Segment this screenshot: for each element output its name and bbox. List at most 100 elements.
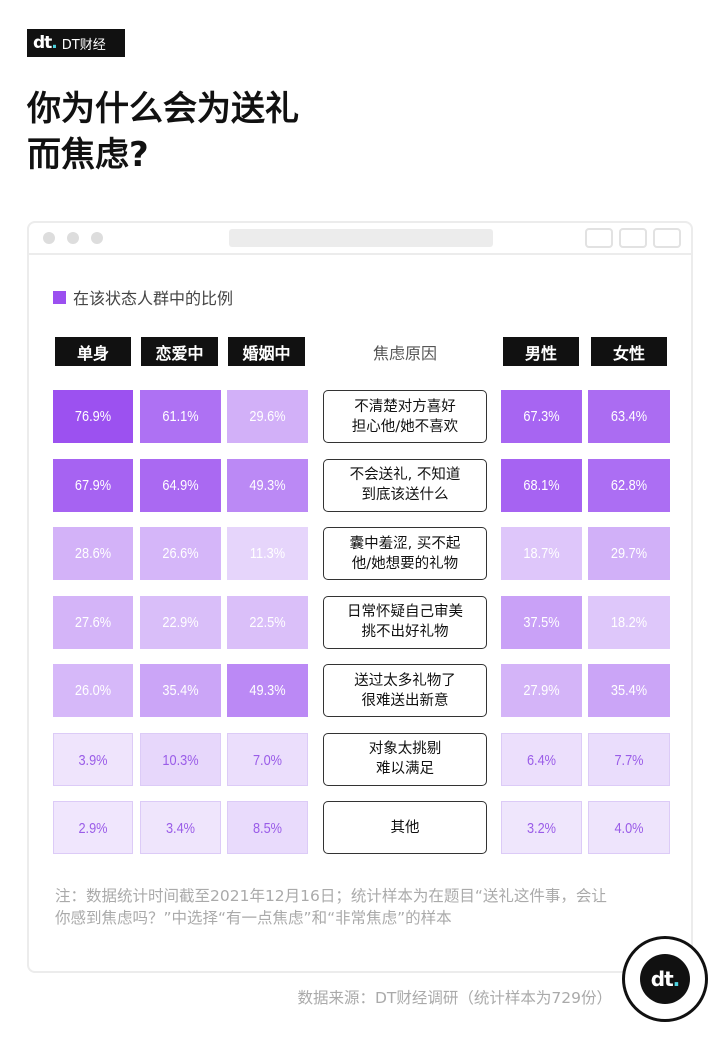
cell-value: 63.4% (610, 408, 648, 425)
cell-value: 10.3% (162, 751, 199, 769)
heatmap-cell: 6.4% (501, 732, 582, 786)
cell-value: 62.8% (610, 476, 648, 494)
cell-value: 18.7% (523, 545, 560, 562)
cell-value: 64.9% (162, 476, 199, 494)
heatmap-cell: 18.2% (588, 595, 670, 649)
reason-label: 对象太挑剔 难以满足 (323, 732, 487, 786)
heatmap-cell: 4.0% (588, 801, 670, 854)
col-header-single: 单身 (55, 337, 131, 366)
cell-value: 67.3% (523, 408, 560, 425)
brand-badge: dt. DT财经 (27, 29, 125, 57)
cell-value: 3.9% (78, 751, 108, 769)
cell-value: 2.9% (78, 820, 108, 837)
heatmap-cell: 76.9% (53, 390, 133, 443)
col-header-reason: 焦虑原因 (372, 343, 437, 363)
cell-value: 61.1% (162, 408, 199, 425)
heatmap-cell: 26.6% (140, 527, 221, 580)
cell-value: 35.4% (162, 682, 199, 699)
cell-value: 18.2% (610, 613, 648, 631)
heatmap-cell: 10.3% (140, 732, 221, 786)
cell-value: 6.4% (526, 751, 557, 769)
close-dot-icon (43, 232, 55, 244)
col-header-male: 男性 (503, 337, 579, 366)
col-header-female: 女性 (591, 337, 667, 366)
heatmap-cell: 27.9% (501, 664, 582, 717)
minimize-dot-icon (67, 232, 79, 244)
heatmap-cell: 29.7% (588, 527, 670, 580)
page-title: 你为什么会为送礼 而焦虑? (27, 86, 299, 178)
heatmap-cell: 27.6% (53, 595, 133, 649)
cell-value: 35.4% (610, 682, 648, 699)
cell-value: 37.5% (523, 613, 560, 631)
heatmap-cell: 22.9% (140, 595, 221, 649)
cell-value: 27.6% (74, 613, 112, 631)
cell-value: 29.7% (610, 545, 648, 562)
col-header-married: 婚姻中 (228, 337, 305, 366)
heatmap-cell: 18.7% (501, 527, 582, 580)
heatmap-cell: 67.9% (53, 458, 133, 512)
share-icon (619, 228, 647, 248)
cell-value: 11.3% (249, 545, 286, 562)
maximize-dot-icon (91, 232, 103, 244)
heatmap-cell: 11.3% (227, 527, 308, 580)
cell-value: 76.9% (74, 408, 112, 425)
heatmap-cell: 64.9% (140, 458, 221, 512)
cell-value: 28.6% (74, 545, 112, 562)
footnote: 注：数据统计时间截至2021年12月16日；统计样本为在题目“送礼这件事，会让你… (55, 887, 607, 927)
heatmap-cell: 7.0% (227, 732, 308, 786)
brand-logo-mark: dt. (33, 33, 58, 53)
heatmap-cell: 37.5% (501, 595, 582, 649)
address-bar (229, 229, 493, 247)
heatmap-cell: 2.9% (53, 801, 133, 854)
cell-value: 26.6% (162, 545, 199, 562)
browser-window-frame (27, 221, 693, 973)
reason-label: 日常怀疑自己审美 挑不出好礼物 (323, 595, 487, 649)
heatmap-cell: 3.2% (501, 801, 582, 854)
legend-label: 在该状态人群中的比例 (73, 289, 234, 308)
cell-value: 7.7% (614, 751, 644, 769)
cell-value: 27.9% (523, 682, 560, 699)
record-icon (585, 228, 613, 248)
legend-swatch (53, 290, 66, 304)
heatmap-cell: 3.4% (140, 801, 221, 854)
window-icon (653, 228, 681, 248)
reason-label: 囊中羞涩, 买不起 他/她想要的礼物 (323, 527, 487, 580)
cell-value: 49.3% (249, 476, 286, 494)
heatmap-cell: 29.6% (227, 390, 308, 443)
heatmap-cell: 62.8% (588, 458, 670, 512)
cell-value: 68.1% (523, 476, 560, 494)
cell-value: 8.5% (252, 820, 283, 837)
cell-value: 49.3% (249, 682, 286, 699)
heatmap-cell: 22.5% (227, 595, 308, 649)
reason-label: 送过太多礼物了 很难送出新意 (323, 664, 487, 717)
heatmap-cell: 26.0% (53, 664, 133, 717)
cell-value: 22.5% (249, 613, 286, 631)
cell-value: 3.2% (526, 820, 557, 837)
window-title-bar (29, 223, 691, 255)
heatmap-cell: 63.4% (588, 390, 670, 443)
heatmap-cell: 49.3% (227, 664, 308, 717)
heatmap-cell: 35.4% (140, 664, 221, 717)
legend: 在该状态人群中的比例 (53, 285, 233, 309)
brand-logo-circle: dt. (622, 936, 708, 1022)
cell-value: 4.0% (614, 820, 644, 837)
cell-value: 67.9% (74, 476, 112, 494)
reason-label: 不会送礼, 不知道 到底该送什么 (323, 458, 487, 512)
heatmap-cell: 35.4% (588, 664, 670, 717)
cell-value: 26.0% (74, 682, 112, 699)
heatmap-cell: 68.1% (501, 458, 582, 512)
reason-label: 其他 (323, 801, 487, 854)
title-line-1: 你为什么会为送礼 (27, 89, 299, 129)
data-source: 数据来源：DT财经调研（统计样本为729份） (297, 989, 613, 1007)
title-line-2: 而焦虑? (27, 135, 149, 175)
heatmap-cell: 28.6% (53, 527, 133, 580)
brand-name: DT财经 (61, 37, 106, 53)
heatmap-cell: 8.5% (227, 801, 308, 854)
heatmap-cell: 7.7% (588, 732, 670, 786)
reason-label: 不清楚对方喜好 担心他/她不喜欢 (323, 390, 487, 443)
logo-mark-icon: dt. (640, 954, 690, 1004)
heatmap-cell: 3.9% (53, 732, 133, 786)
col-header-dating: 恋爱中 (141, 337, 218, 366)
cell-value: 22.9% (162, 613, 199, 631)
cell-value: 7.0% (252, 751, 283, 769)
